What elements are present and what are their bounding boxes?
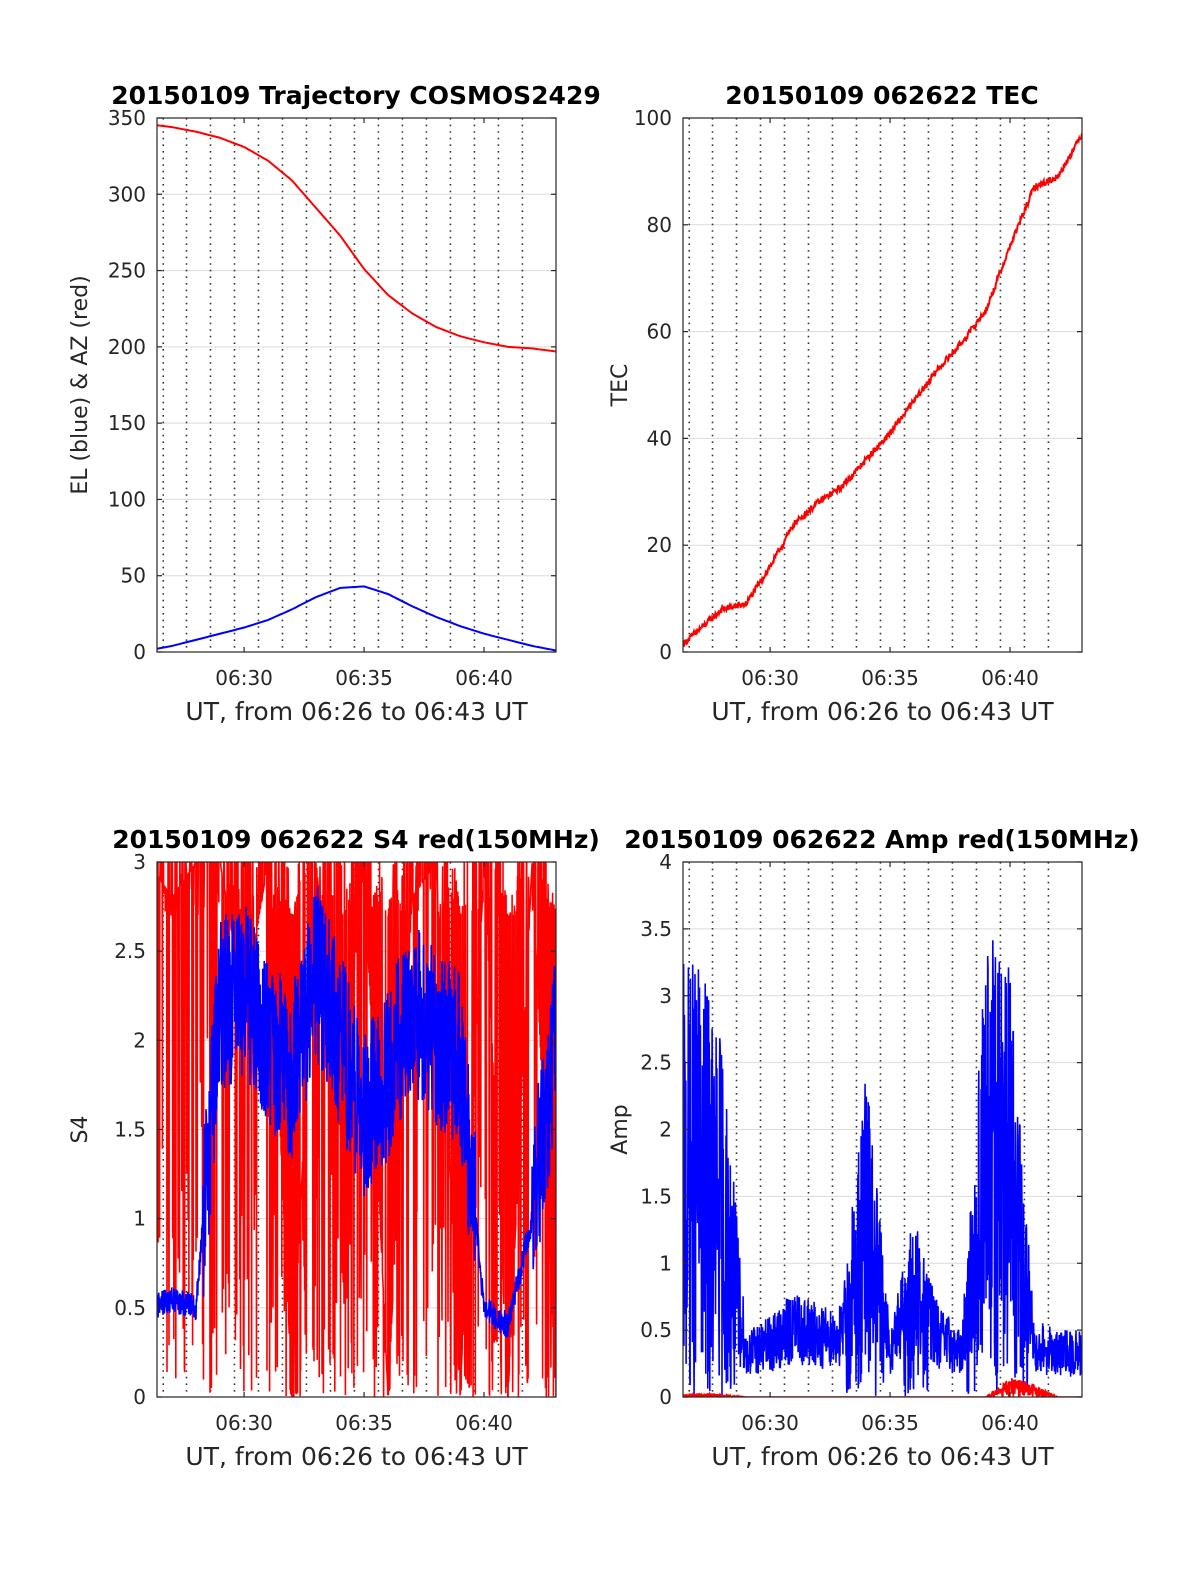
- y-tick-label: 250: [108, 259, 146, 283]
- chart-title: 20150109 Trajectory COSMOS2429: [111, 81, 601, 110]
- x-axis-label: UT, from 06:26 to 06:43 UT: [711, 697, 1054, 726]
- x-tick-label: 06:35: [335, 666, 393, 690]
- axes-frame: [682, 117, 1083, 653]
- y-tick-label: 150: [108, 411, 146, 435]
- y-axis-label: EL (blue) & AZ (red): [68, 275, 93, 494]
- plot-area: [683, 133, 1082, 648]
- y-tick-label: 40: [647, 426, 672, 450]
- y-tick-label: 0: [659, 1385, 672, 1409]
- chart-title: 20150109 062622 S4 red(150MHz): [112, 825, 600, 854]
- y-tick-label: 0.5: [640, 1318, 672, 1342]
- y-tick-label: 2: [133, 1028, 146, 1052]
- y-tick-label: 50: [121, 564, 146, 588]
- y-tick-label: 60: [647, 320, 672, 344]
- plot-area: [157, 124, 556, 652]
- y-tick-label: 1: [659, 1251, 672, 1275]
- chart-s4: 0 0.5 1 1.5 2 2.5 3 06:30 06:35 06:40 UT, from 06:…: [68, 825, 600, 1471]
- x-tick-label: 06:35: [335, 1411, 393, 1435]
- x-tick-label: 06:30: [741, 1411, 799, 1435]
- x-tick-label: 06:30: [215, 1411, 273, 1435]
- y-tick-label: 350: [108, 106, 146, 130]
- series-blue-line: [683, 940, 1082, 1397]
- series-blue-line: [157, 886, 556, 1338]
- x-tick-label: 06:40: [455, 1411, 513, 1435]
- y-tick-label: 200: [108, 335, 146, 359]
- y-tick-label: 0: [659, 640, 672, 664]
- series-red-line: [157, 862, 556, 1397]
- x-tick-label: 06:35: [861, 1411, 919, 1435]
- chart-tec: 0 20 40 60 80 100 06:30 06:35 06:40 UT, from 06:2…: [608, 81, 1083, 726]
- y-tick-label: 1.5: [114, 1118, 146, 1142]
- y-tick-label: 1.5: [640, 1184, 672, 1208]
- chart-amp: 0 0.5 1 1.5 2 2.5 3 3.5 4 06:30 06:35 06:40 UT, from…: [608, 825, 1140, 1471]
- y-tick-label: 100: [108, 487, 146, 511]
- x-axis-label: UT, from 06:26 to 06:43 UT: [185, 697, 528, 726]
- x-tick-label: 06:35: [861, 666, 919, 690]
- chart-title: 20150109 062622 Amp red(150MHz): [624, 825, 1140, 854]
- y-tick-label: 2: [659, 1118, 672, 1142]
- y-tick-label: 0.5: [114, 1296, 146, 1320]
- y-tick-label: 20: [647, 533, 672, 557]
- x-axis-label: UT, from 06:26 to 06:43 UT: [185, 1442, 528, 1471]
- chart-title: 20150109 062622 TEC: [725, 81, 1038, 110]
- y-tick-label: 4: [659, 850, 672, 874]
- plot-area: [683, 940, 1082, 1397]
- y-tick-label: 0: [133, 1385, 146, 1409]
- y-tick-label: 100: [634, 106, 672, 130]
- series-red-line: [683, 1377, 1082, 1397]
- series-tec-line: [683, 133, 1082, 648]
- y-tick-label: 3: [133, 850, 146, 874]
- y-axis-label: S4: [68, 1116, 93, 1144]
- chart-trajectory: 0 50 100 150 200 250 300 350 06:30 06:35 06:40 UT, …: [68, 81, 601, 726]
- y-axis-label: TEC: [608, 364, 633, 408]
- y-tick-label: 3.5: [640, 917, 672, 941]
- x-tick-label: 06:40: [981, 666, 1039, 690]
- series-el-line: [157, 585, 556, 652]
- y-tick-label: 3: [659, 984, 672, 1008]
- y-tick-label: 0: [133, 640, 146, 664]
- x-axis-label: UT, from 06:26 to 06:43 UT: [711, 1442, 1054, 1471]
- plot-area: [157, 862, 556, 1397]
- y-tick-label: 2.5: [114, 939, 146, 963]
- y-tick-label: 300: [108, 182, 146, 206]
- x-tick-label: 06:30: [741, 666, 799, 690]
- x-tick-label: 06:40: [981, 1411, 1039, 1435]
- x-tick-label: 06:30: [215, 666, 273, 690]
- y-tick-label: 80: [647, 213, 672, 237]
- axes-frame: [156, 117, 557, 653]
- y-axis-label: Amp: [608, 1104, 633, 1154]
- y-tick-label: 1: [133, 1207, 146, 1231]
- series-az-line: [157, 124, 556, 353]
- y-tick-label: 2.5: [640, 1051, 672, 1075]
- x-tick-label: 06:40: [455, 666, 513, 690]
